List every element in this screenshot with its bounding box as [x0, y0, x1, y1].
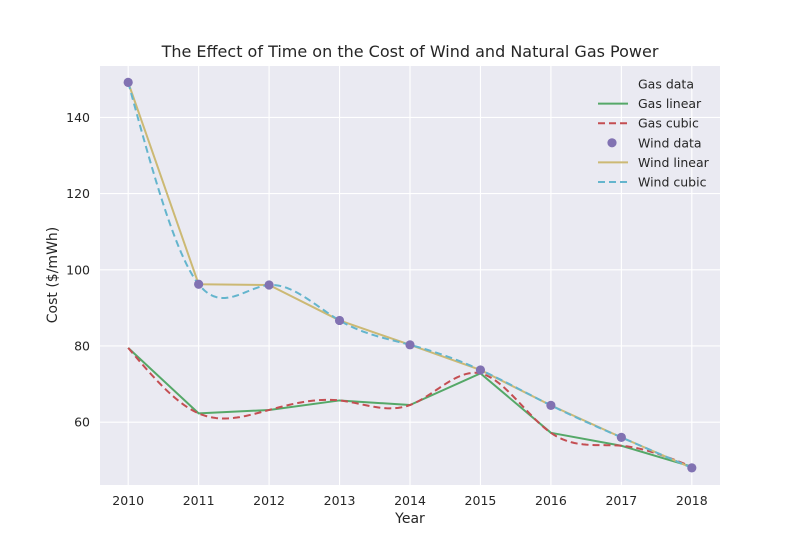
x-tick-label: 2013: [324, 493, 356, 508]
x-tick-label: 2012: [253, 493, 285, 508]
chart-title: The Effect of Time on the Cost of Wind a…: [161, 42, 659, 61]
legend-label: Wind data: [638, 135, 702, 150]
gas-cubic-line: [127, 347, 693, 468]
wind-data-point: [194, 279, 204, 289]
x-tick-label: 2011: [183, 493, 215, 508]
legend-label: Wind linear: [638, 155, 710, 170]
x-tick-label: 2016: [535, 493, 567, 508]
wind-data-legend-marker: [607, 138, 617, 148]
legend-label: Gas data: [638, 77, 694, 92]
x-axis-label: Year: [394, 511, 425, 527]
wind-data-point: [123, 77, 133, 87]
wind-data-point: [475, 365, 486, 375]
wind-data-point: [334, 315, 345, 326]
x-tick-label: 2018: [676, 493, 708, 508]
wind-data-point: [264, 280, 274, 290]
legend: Gas data Gas linear Gas cubic Wind data Wind…: [598, 77, 710, 190]
legend-label: Gas linear: [638, 96, 702, 111]
series-layer: [123, 77, 697, 473]
wind-data-point: [687, 463, 697, 473]
wind-data-point: [546, 400, 556, 410]
y-tick-label: 140: [66, 110, 90, 125]
wind-data-point: [405, 340, 415, 350]
x-tick-label: 2015: [465, 493, 497, 508]
y-axis-label: Cost ($/mWh): [45, 227, 61, 323]
ticks: 2010 2011 2012 2013 2014 2015 2016 2017 2018 60 80…: [66, 110, 708, 508]
y-tick-label: 100: [66, 262, 90, 277]
legend-label: Gas cubic: [638, 116, 699, 131]
x-tick-label: 2014: [394, 493, 426, 508]
legend-label: Wind cubic: [638, 175, 707, 190]
x-tick-label: 2017: [605, 493, 637, 508]
x-tick-label: 2010: [112, 493, 144, 508]
y-tick-label: 80: [74, 338, 90, 353]
y-tick-label: 120: [66, 186, 90, 201]
wind-data-point: [616, 432, 626, 442]
y-tick-label: 60: [74, 415, 90, 430]
